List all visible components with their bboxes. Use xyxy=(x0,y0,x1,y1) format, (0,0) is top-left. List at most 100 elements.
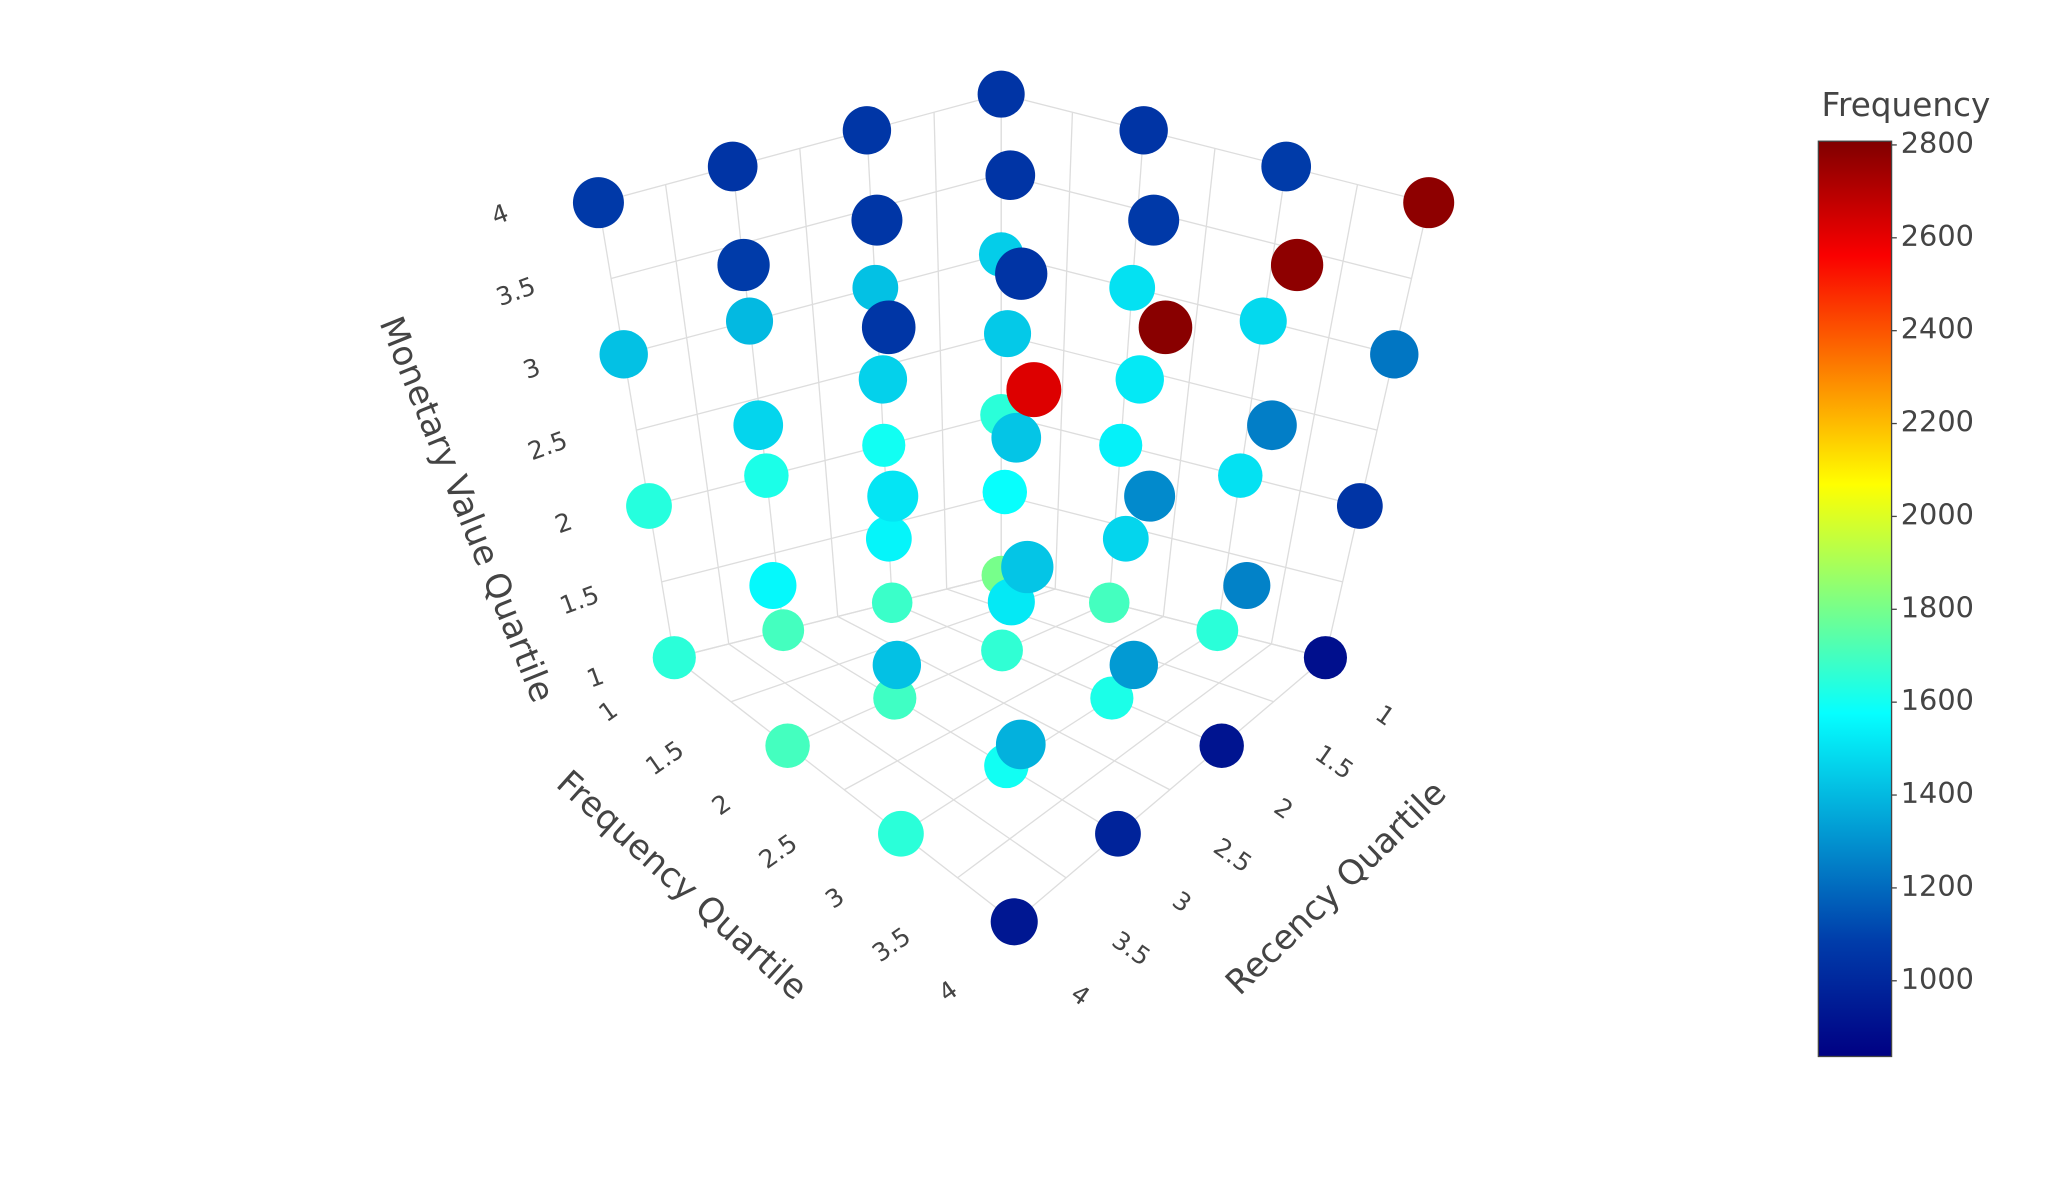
point xyxy=(1095,810,1141,857)
grid-line xyxy=(661,494,1002,583)
tick-label: 4 xyxy=(487,198,512,231)
point xyxy=(1001,540,1054,594)
tick-label: 2.5 xyxy=(524,425,571,466)
colorbar-tick-label: 1200 xyxy=(1901,869,1974,903)
tick-label: 2 xyxy=(551,507,576,540)
grid-line xyxy=(673,657,1015,923)
colorbar-tick-label: 2000 xyxy=(1901,497,1974,531)
tick-label: 2 xyxy=(707,788,737,821)
point xyxy=(1119,106,1168,155)
point xyxy=(1088,582,1130,624)
grid-line xyxy=(636,334,1002,431)
point xyxy=(982,469,1028,515)
points xyxy=(572,70,1455,946)
point xyxy=(985,150,1036,201)
point xyxy=(862,423,906,467)
point xyxy=(995,247,1048,300)
tick-label: 1.5 xyxy=(556,580,603,621)
grid-line xyxy=(623,253,1002,355)
grid-line xyxy=(1000,574,1326,659)
point xyxy=(1303,636,1347,680)
tick-label: 2.5 xyxy=(754,828,803,874)
grid-line xyxy=(598,93,1002,204)
point xyxy=(1138,300,1193,355)
point xyxy=(599,330,648,379)
tick-label: 4 xyxy=(1066,979,1096,1012)
point xyxy=(852,264,899,311)
colorbar-tick-label: 2800 xyxy=(1901,126,1974,160)
point xyxy=(707,141,758,192)
point xyxy=(867,470,919,522)
point xyxy=(1006,362,1062,418)
colorbar-tick-label: 1600 xyxy=(1901,683,1974,717)
colorbar-tick-label: 2600 xyxy=(1901,219,1974,253)
point xyxy=(981,629,1023,672)
point xyxy=(717,238,770,292)
point xyxy=(995,719,1046,770)
point xyxy=(652,636,696,680)
point xyxy=(861,300,916,355)
point xyxy=(733,400,784,451)
colorbar-tick-label: 2200 xyxy=(1901,405,1974,439)
point xyxy=(1099,423,1143,467)
tick-label: 3 xyxy=(820,882,850,915)
grid-line xyxy=(1000,494,1343,583)
point xyxy=(1403,177,1455,229)
grid-line xyxy=(1000,93,1429,204)
colorbar-title: Frequency xyxy=(1822,86,1991,124)
point xyxy=(1218,453,1263,498)
grid-line xyxy=(1000,173,1412,280)
point xyxy=(1109,640,1158,690)
point xyxy=(977,70,1025,118)
grid-line xyxy=(610,173,1002,280)
point xyxy=(842,106,892,155)
point xyxy=(744,453,789,498)
point xyxy=(1370,330,1419,379)
grid-line xyxy=(1000,253,1395,355)
tick-label: 3.5 xyxy=(1107,925,1156,971)
tick-label: 1.5 xyxy=(1310,739,1359,785)
colorbar-tick-label: 1000 xyxy=(1901,962,1974,996)
tick-label: 2.5 xyxy=(1208,832,1257,878)
colorbar-tick-label: 1800 xyxy=(1901,590,1974,624)
point xyxy=(572,177,624,229)
tick-label: 1.5 xyxy=(640,735,689,781)
tick-label: 3.5 xyxy=(492,271,539,312)
point xyxy=(725,297,774,345)
grid-line xyxy=(1013,657,1326,923)
point xyxy=(871,582,913,624)
point xyxy=(1109,264,1156,311)
point xyxy=(1336,483,1383,529)
grid-line xyxy=(957,643,1272,879)
grid-line xyxy=(787,602,1110,747)
tick-label: 3.5 xyxy=(867,921,916,967)
point xyxy=(851,194,903,246)
point xyxy=(865,515,912,562)
colorbar: Frequency 1000 1200 1400 1600 1800 2000 2200 24… xyxy=(1817,86,1991,1058)
point xyxy=(872,640,922,690)
point xyxy=(878,810,924,857)
point xyxy=(1128,194,1180,246)
grid-line xyxy=(648,414,1002,507)
tick-label: 4 xyxy=(933,975,963,1008)
point xyxy=(1239,297,1287,345)
point xyxy=(991,412,1042,463)
point xyxy=(1223,561,1271,610)
point xyxy=(984,310,1032,358)
point xyxy=(858,355,908,404)
colorbar-tick-label: 1400 xyxy=(1901,776,1974,810)
point xyxy=(762,609,805,652)
point xyxy=(765,723,810,768)
x-axis-title: Recency Quartile xyxy=(1218,773,1454,1003)
grid-line xyxy=(1000,414,1361,507)
tick-label: 3 xyxy=(519,352,544,385)
y-axis-title: Frequency Quartile xyxy=(549,763,815,1009)
point xyxy=(1199,723,1244,768)
tick-label: 3 xyxy=(1167,885,1197,918)
colorbar-tick-label: 2400 xyxy=(1901,312,1974,346)
grid-line xyxy=(597,202,675,658)
point xyxy=(1115,355,1164,404)
point xyxy=(749,561,797,610)
